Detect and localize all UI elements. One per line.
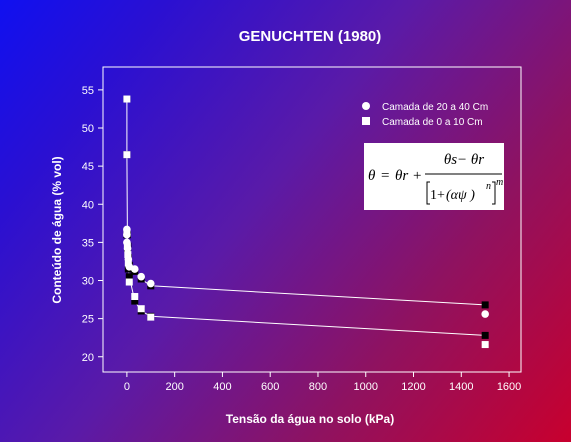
equation-den-one: 1+	[430, 188, 445, 203]
legend-label-2: Camada de 0 a 10 Cm	[382, 117, 483, 128]
data-point-square	[137, 305, 145, 313]
x-tick-label: 200	[165, 381, 183, 393]
equation-background	[364, 143, 504, 210]
equation-numerator: θs− θr	[444, 152, 484, 168]
data-point-square	[123, 95, 131, 103]
x-tick-label: 600	[261, 381, 279, 393]
x-tick-label: 800	[309, 381, 327, 393]
y-axis-label: Conteúdo de água (% vol)	[50, 156, 64, 303]
axis-ticks: 0 200 400 600 800 1000 1200 1400 1600 20 25 30 35 40 4…	[82, 85, 522, 393]
legend: Camada de 20 a 40 Cm Camada de 0 a 10 Cm	[362, 102, 488, 128]
fit-marker	[481, 301, 489, 309]
y-tick-label: 45	[82, 161, 94, 173]
data-point-square	[147, 313, 155, 321]
y-tick-label: 25	[82, 314, 94, 326]
x-axis-label: Tensão da água no solo (kPa)	[226, 412, 394, 426]
data-point-circle	[137, 272, 146, 281]
data-point-square	[131, 293, 139, 301]
data-point-square	[125, 278, 133, 286]
x-tick-label: 1400	[449, 381, 473, 393]
data-point-circle	[481, 310, 489, 318]
equation-exp-n: n	[486, 181, 491, 192]
y-tick-label: 50	[82, 123, 94, 135]
equation-lhs: θ	[368, 168, 376, 184]
fit-line-1	[126, 234, 486, 306]
y-tick-label: 55	[82, 85, 94, 97]
data-point-square	[481, 341, 489, 349]
legend-marker-circle	[362, 102, 370, 110]
x-tick-label: 1600	[497, 381, 521, 393]
y-tick-label: 35	[82, 237, 94, 249]
chart-title: GENUCHTEN (1980)	[239, 28, 382, 45]
equation-bracket-right	[492, 181, 496, 205]
equation-exp-m: m	[496, 177, 503, 188]
data-point-square	[123, 151, 131, 159]
equation-plus: +	[413, 168, 421, 184]
x-tick-label: 1200	[401, 381, 425, 393]
data-points	[123, 95, 489, 349]
fit-line-2	[126, 99, 486, 336]
x-tick-label: 1000	[354, 381, 378, 393]
fit-marker	[131, 297, 139, 305]
data-point-square	[124, 251, 132, 259]
x-tick-label: 400	[213, 381, 231, 393]
equation-theta-r: θr	[395, 168, 408, 184]
fit-curves	[126, 99, 486, 336]
equation-equals: =	[381, 168, 389, 184]
data-point-square	[123, 242, 131, 250]
equation-box: θ = θr + θs− θr 1+ (αψ ) n m	[364, 143, 504, 210]
equation-den-alpha: (αψ )	[446, 188, 475, 203]
plot-frame	[102, 66, 522, 373]
data-point-square	[123, 229, 131, 237]
legend-label-1: Camada de 20 a 40 Cm	[382, 102, 488, 113]
y-tick-label: 20	[82, 352, 94, 364]
data-point-circle	[146, 279, 155, 288]
fit-marker	[125, 273, 133, 281]
fit-marker	[481, 331, 489, 339]
y-tick-label: 40	[82, 199, 94, 211]
data-point-square	[124, 259, 132, 267]
x-tick-label: 0	[124, 381, 130, 393]
data-point-circle	[130, 265, 139, 273]
legend-marker-square	[362, 117, 370, 125]
y-tick-label: 30	[82, 276, 94, 288]
equation-bracket-left	[426, 181, 430, 205]
